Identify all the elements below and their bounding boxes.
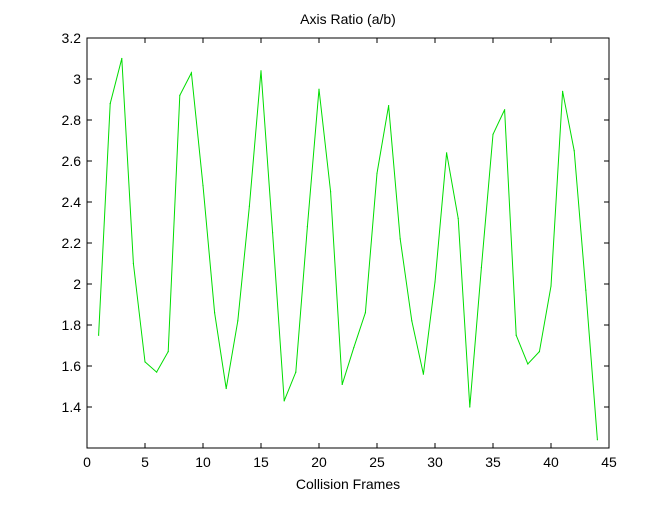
series-point [492, 133, 494, 135]
series-point [132, 262, 134, 265]
series-point [283, 400, 285, 402]
x-tick-label: 30 [427, 454, 443, 470]
series-point [457, 217, 459, 219]
series-point [376, 172, 378, 174]
x-tick-label: 15 [253, 454, 269, 470]
series-point [260, 70, 262, 72]
series-point [272, 232, 274, 234]
series-point [573, 150, 575, 152]
series-point [167, 351, 169, 353]
series-point [237, 320, 239, 322]
series-point [515, 334, 517, 336]
x-tick-label: 45 [601, 454, 617, 470]
x-tick-label: 35 [485, 454, 501, 470]
y-tick-label: 2.8 [62, 112, 82, 128]
series-point [527, 363, 529, 365]
x-tick-label: 20 [311, 454, 327, 470]
series-point [341, 383, 343, 386]
series-point [469, 406, 471, 408]
series-point [121, 57, 123, 60]
x-axis-label: Collision Frames [296, 476, 400, 492]
y-tick-label: 2 [73, 276, 81, 292]
series-point [585, 289, 587, 291]
series-point [179, 94, 181, 96]
series-point [98, 334, 100, 336]
series-point [434, 281, 436, 283]
plot-area [87, 38, 609, 448]
series-point [364, 312, 366, 314]
x-tick-label: 10 [195, 454, 211, 470]
series-point [156, 371, 158, 373]
y-tick-label: 1.4 [62, 399, 82, 415]
series-point [144, 361, 146, 363]
series-point [411, 320, 413, 322]
series-point [109, 103, 111, 105]
series-point [399, 238, 401, 240]
series-point [353, 346, 355, 349]
y-tick-label: 1.6 [62, 358, 82, 374]
series-point [306, 226, 308, 228]
series-point [190, 72, 192, 74]
series-point [480, 267, 482, 269]
series-point [388, 105, 390, 107]
series-point [318, 88, 320, 90]
series-point [330, 191, 332, 193]
x-tick-label: 0 [83, 454, 91, 470]
series-line [98, 58, 598, 440]
series-point [214, 312, 216, 314]
series-point [538, 351, 541, 353]
series-point [446, 152, 448, 154]
tick-layer: 0 5 10 15 20 25 30 35 40 45 1.4 1.6 1.8 2 2.2 2.4 2.6 2.8… [62, 30, 617, 470]
series-point [504, 109, 506, 111]
x-tick-label: 5 [141, 454, 149, 470]
x-tick-label: 40 [543, 454, 559, 470]
series-point [295, 371, 297, 373]
chart-title: Axis Ratio (a/b) [300, 11, 396, 27]
series-point [562, 90, 564, 92]
series-point [225, 387, 227, 390]
series-point [202, 185, 204, 187]
y-tick-label: 2.6 [62, 153, 82, 169]
x-tick-label: 25 [369, 454, 385, 470]
series-point [550, 285, 552, 287]
series-point [248, 205, 250, 207]
y-tick-label: 3.2 [62, 30, 82, 46]
series-point [422, 373, 424, 375]
y-tick-label: 2.2 [62, 235, 82, 251]
y-tick-label: 3 [73, 71, 81, 87]
series-point [596, 439, 599, 441]
y-tick-label: 2.4 [62, 194, 82, 210]
y-tick-label: 1.8 [62, 317, 82, 333]
series-layer [98, 57, 599, 441]
